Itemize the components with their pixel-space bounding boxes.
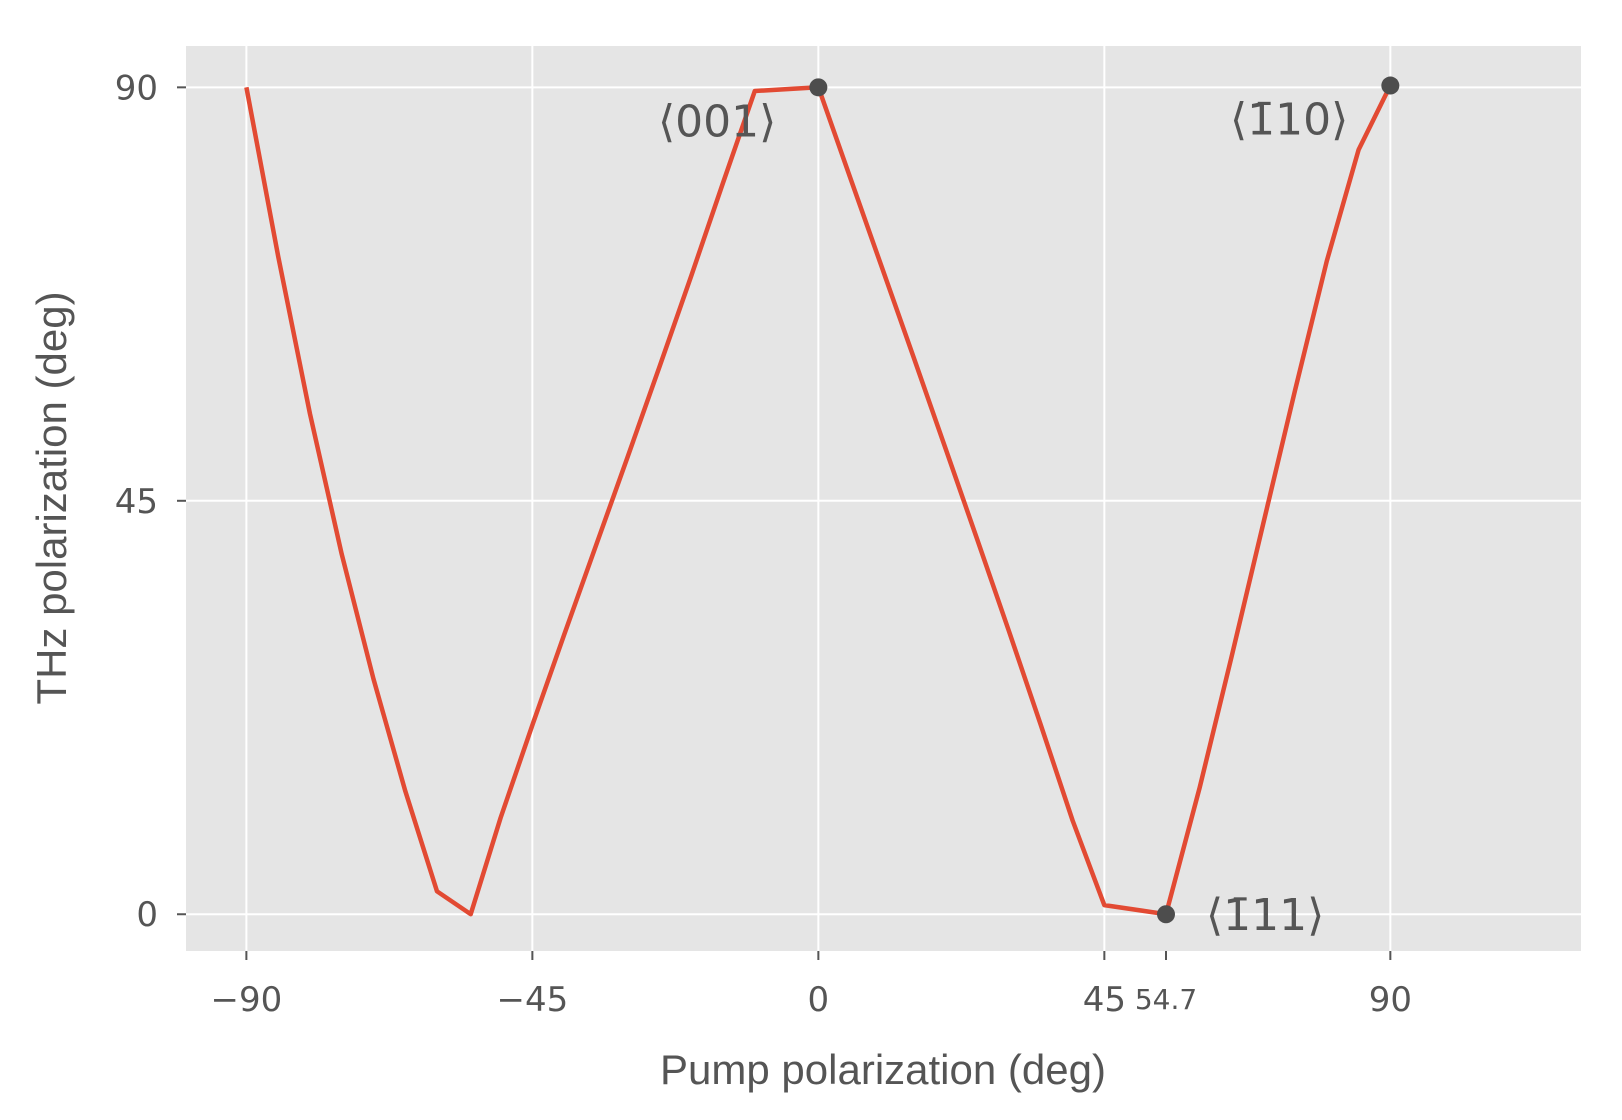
y-tick-label: 0 — [136, 895, 158, 935]
plot-panel — [186, 46, 1581, 951]
data-point-marker — [1156, 905, 1175, 924]
data-point-marker — [1381, 76, 1400, 95]
data-point-marker — [809, 78, 828, 97]
x-tick-label: −90 — [210, 980, 282, 1020]
annotation-label: ⟨1̄11⟩ — [1206, 890, 1324, 941]
y-tick-label: 90 — [115, 68, 158, 108]
x-tick-label: 54.7 — [1135, 983, 1197, 1016]
axis-ticks: −90 −45 0 45 54.7 90 0 45 90 — [115, 68, 1412, 1020]
annotations-layer: ⟨001⟩ ⟨1̄11⟩ ⟨1̄10⟩ — [658, 95, 1348, 942]
x-axis-title: Pump polarization (deg) — [660, 1046, 1106, 1093]
grid — [186, 46, 1581, 951]
x-tick-label: 90 — [1369, 980, 1412, 1020]
x-tick-label: 45 — [1083, 980, 1126, 1020]
x-tick-label: 0 — [808, 980, 830, 1020]
annotation-label: ⟨001⟩ — [658, 96, 776, 147]
markers-layer — [809, 76, 1400, 924]
y-axis-title: THz polarization (deg) — [28, 291, 75, 704]
x-tick-label: −45 — [496, 980, 568, 1020]
y-tick-label: 45 — [115, 482, 158, 522]
annotation-label: ⟨1̄10⟩ — [1230, 95, 1348, 146]
